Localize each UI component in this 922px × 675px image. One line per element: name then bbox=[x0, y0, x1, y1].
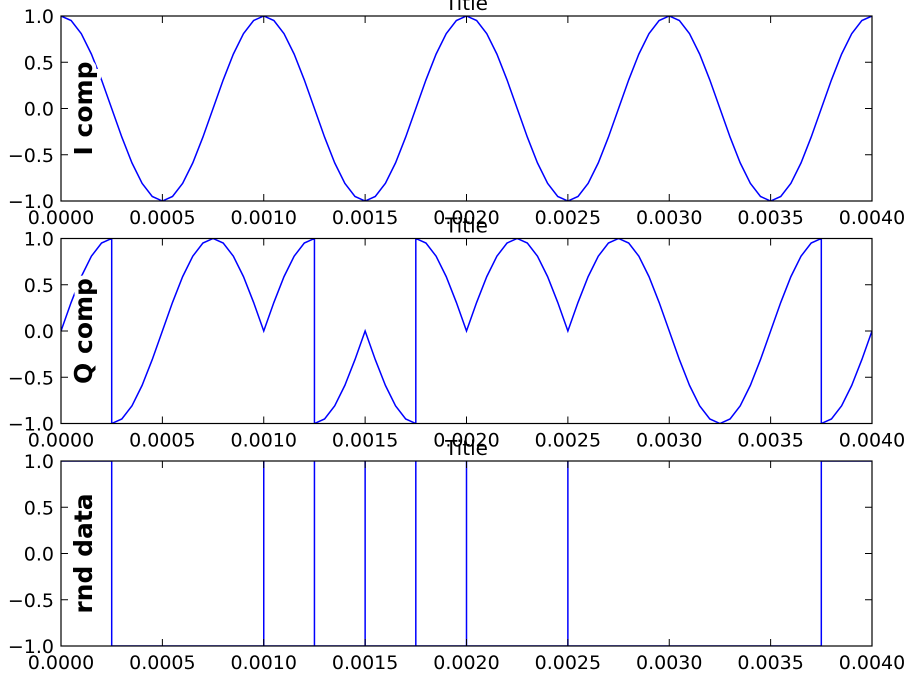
y-tick-label: −0.5 bbox=[8, 145, 54, 167]
x-tick-label: 0.0025 bbox=[535, 652, 601, 674]
x-tick-label: 0.0040 bbox=[839, 207, 905, 229]
chart-title: Title bbox=[444, 214, 488, 238]
y-tick-label: −0.5 bbox=[8, 590, 54, 612]
data-line bbox=[61, 16, 872, 201]
y-tick-label: 1.0 bbox=[24, 451, 54, 473]
x-tick-label: 0.0015 bbox=[332, 207, 398, 229]
x-tick-label: 0.0040 bbox=[839, 652, 905, 674]
data-line bbox=[61, 461, 872, 646]
x-tick-label: 0.0025 bbox=[535, 207, 601, 229]
data-line bbox=[61, 238, 872, 424]
y-tick-label: 0.5 bbox=[24, 275, 54, 297]
x-tick-label: 0.0035 bbox=[737, 652, 803, 674]
x-tick-label: 0.0030 bbox=[636, 207, 702, 229]
y-axis-label: Q comp bbox=[69, 278, 98, 384]
x-tick-label: 0.0000 bbox=[28, 652, 94, 674]
y-tick-label: −1.0 bbox=[8, 636, 54, 658]
chart-title: Title bbox=[444, 436, 488, 460]
y-axis-label: rnd data bbox=[69, 493, 98, 613]
y-tick-label: 0.0 bbox=[24, 544, 54, 566]
x-tick-label: 0.0030 bbox=[636, 430, 702, 452]
x-tick-label: 0.0010 bbox=[231, 652, 297, 674]
y-tick-label: −1.0 bbox=[8, 414, 54, 436]
x-tick-label: 0.0020 bbox=[433, 652, 499, 674]
y-tick-label: 1.0 bbox=[24, 229, 54, 251]
x-tick-label: 0.0005 bbox=[129, 652, 195, 674]
y-tick-label: 0.0 bbox=[24, 321, 54, 343]
x-tick-label: 0.0010 bbox=[231, 430, 297, 452]
x-tick-label: 0.0025 bbox=[535, 430, 601, 452]
x-tick-label: 0.0040 bbox=[839, 430, 905, 452]
x-tick-label: 0.0020 bbox=[433, 207, 499, 229]
axes-background bbox=[61, 16, 872, 201]
x-tick-label: 0.0015 bbox=[332, 430, 398, 452]
x-tick-label: 0.0000 bbox=[28, 207, 94, 229]
y-tick-label: −0.5 bbox=[8, 367, 54, 389]
x-tick-label: 0.0005 bbox=[129, 207, 195, 229]
x-tick-label: 0.0020 bbox=[433, 430, 499, 452]
y-tick-label: 1.0 bbox=[24, 6, 54, 28]
x-tick-label: 0.0000 bbox=[28, 430, 94, 452]
x-tick-label: 0.0015 bbox=[332, 652, 398, 674]
x-tick-label: 0.0035 bbox=[737, 207, 803, 229]
x-tick-label: 0.0035 bbox=[737, 430, 803, 452]
x-tick-label: 0.0010 bbox=[231, 207, 297, 229]
y-tick-label: −1.0 bbox=[8, 191, 54, 213]
y-tick-label: 0.0 bbox=[24, 99, 54, 121]
x-tick-label: 0.0005 bbox=[129, 430, 195, 452]
y-axis-label: I comp bbox=[69, 62, 98, 156]
chart-title: Title bbox=[444, 0, 488, 15]
y-tick-label: 0.5 bbox=[24, 497, 54, 519]
x-tick-label: 0.0030 bbox=[636, 652, 702, 674]
y-tick-label: 0.5 bbox=[24, 52, 54, 74]
